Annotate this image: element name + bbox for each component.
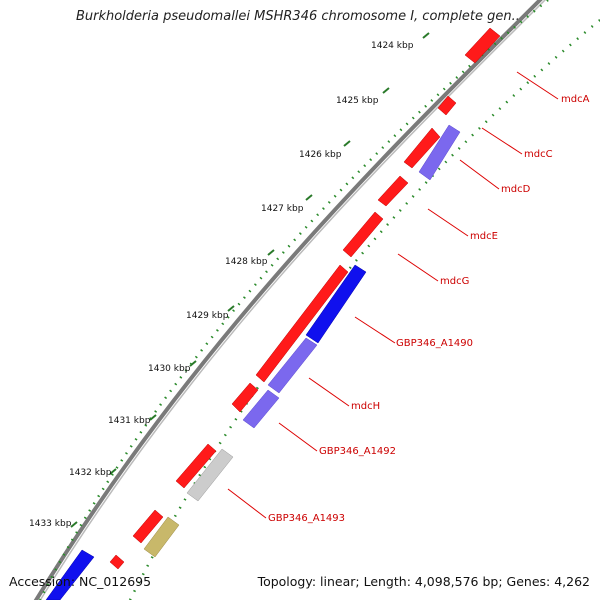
reverse-genes — [45, 124, 461, 600]
label-leaders — [227, 71, 559, 519]
gene-arrow[interactable] — [242, 389, 280, 429]
scale-labels: 1424 kbp 1425 kbp 1426 kbp 1427 kbp 1428… — [29, 41, 414, 529]
forward-genes — [109, 27, 501, 570]
scale-label: 1431 kbp — [108, 416, 151, 426]
scale-label: 1426 kbp — [299, 150, 342, 160]
scale-dotted-line — [38, 0, 549, 600]
inner-dotted-line-1 — [128, 19, 600, 600]
scale-label: 1424 kbp — [371, 41, 414, 51]
gene-label[interactable]: GBP346_A1492 — [319, 446, 396, 457]
gene-arrow[interactable] — [132, 509, 164, 544]
scale-label: 1427 kbp — [261, 204, 304, 214]
gene-label[interactable]: mdcH — [351, 401, 380, 412]
genome-backbone — [33, 0, 547, 600]
gene-arrow[interactable] — [377, 175, 409, 207]
gene-label[interactable]: GBP346_A1490 — [396, 338, 473, 349]
gene-label[interactable]: mdcG — [440, 276, 469, 287]
gene-arrow[interactable] — [109, 554, 125, 570]
gene-arrow[interactable] — [267, 337, 318, 394]
gene-label[interactable]: mdcE — [470, 231, 498, 242]
gene-arrow[interactable] — [342, 211, 384, 258]
scale-label: 1430 kbp — [148, 364, 191, 374]
gene-arrow[interactable] — [464, 27, 501, 64]
gene-labels: mdcA mdcC mdcD mdcE mdcG GBP346_A1490 md… — [268, 94, 590, 524]
gene-label[interactable]: GBP346_A1493 — [268, 513, 345, 524]
gene-arrow[interactable] — [403, 127, 441, 169]
gene-arrow[interactable] — [186, 448, 234, 502]
gene-arrow[interactable] — [231, 382, 259, 413]
accession-text: Accession: NC_012695 — [9, 574, 152, 589]
gene-label[interactable]: mdcC — [524, 149, 553, 160]
gene-arrow[interactable] — [175, 443, 217, 489]
scale-label: 1429 kbp — [186, 311, 229, 321]
gene-arrow[interactable] — [305, 264, 367, 344]
gene-arrow[interactable] — [255, 264, 349, 383]
scale-label: 1425 kbp — [336, 96, 379, 106]
scale-ticks — [70, 32, 430, 528]
gene-arrow[interactable] — [45, 549, 95, 600]
scale-label: 1433 kbp — [29, 519, 72, 529]
gene-arrow[interactable] — [437, 95, 457, 116]
map-title: Burkholderia pseudomallei MSHR346 chromo… — [75, 9, 525, 24]
summary-text: Topology: linear; Length: 4,098,576 bp; … — [257, 574, 590, 589]
gene-arrow[interactable] — [418, 124, 461, 181]
scale-label: 1432 kbp — [69, 468, 112, 478]
scale-label: 1428 kbp — [225, 257, 268, 267]
gene-label[interactable]: mdcA — [561, 94, 590, 105]
gene-arrow[interactable] — [143, 516, 180, 558]
gene-label[interactable]: mdcD — [501, 184, 531, 195]
